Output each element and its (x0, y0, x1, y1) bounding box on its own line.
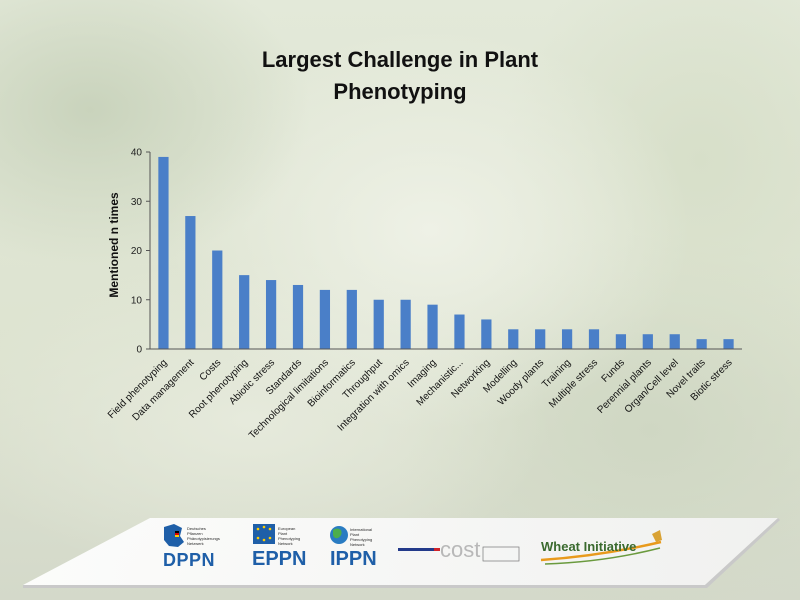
bar (669, 334, 680, 349)
bar (292, 284, 304, 349)
bar (481, 319, 492, 349)
chart-axes (149, 152, 742, 350)
bar (158, 156, 169, 349)
bar (642, 334, 653, 349)
chart-title: Largest Challenge in Plant Phenotyping (0, 44, 800, 108)
y-tick-label: 0 (136, 345, 142, 356)
bar (696, 339, 707, 349)
chart-title-line-2: Phenotyping (333, 79, 467, 104)
bar (508, 329, 519, 349)
ippn-logo-text: IPPN (330, 548, 377, 570)
bar (588, 329, 600, 349)
eppn-logo-subtext: European Plant Phenotyping Network (278, 526, 301, 546)
ippn-logo-subtext: International Plant Phenotyping Network (350, 527, 373, 547)
bar (723, 339, 734, 349)
chart-title-line-1: Largest Challenge in Plant (261, 47, 539, 72)
bar (319, 289, 331, 349)
eppn-logo-text: EPPN (252, 548, 307, 570)
bar (212, 250, 223, 349)
bar (615, 334, 627, 349)
chart-bars (158, 156, 734, 349)
y-tick-label: 30 (131, 197, 143, 208)
dppn-logo-subtext: Deutsches Pflanzen Phänotypisierungs Net… (187, 526, 220, 546)
bar (373, 299, 384, 349)
bar (185, 216, 196, 349)
bar (346, 289, 357, 349)
bar (239, 275, 250, 349)
bar (427, 304, 438, 349)
y-tick-label: 20 (131, 246, 143, 257)
bar (400, 299, 411, 349)
bar (535, 329, 546, 349)
y-tick-label: 10 (131, 295, 143, 306)
bar (265, 280, 277, 349)
bar (561, 329, 573, 349)
y-axis-label: Mentioned n times (107, 192, 121, 298)
dppn-logo-text: DPPN (163, 550, 216, 570)
bar (454, 314, 465, 349)
y-tick-label: 40 (131, 148, 143, 159)
x-tick-label: Multiple stress (547, 357, 600, 410)
y-axis-ticks: 0 10 20 30 40 (131, 148, 150, 356)
wheat-initiative-logo-text: Wheat Initiative (541, 539, 637, 554)
